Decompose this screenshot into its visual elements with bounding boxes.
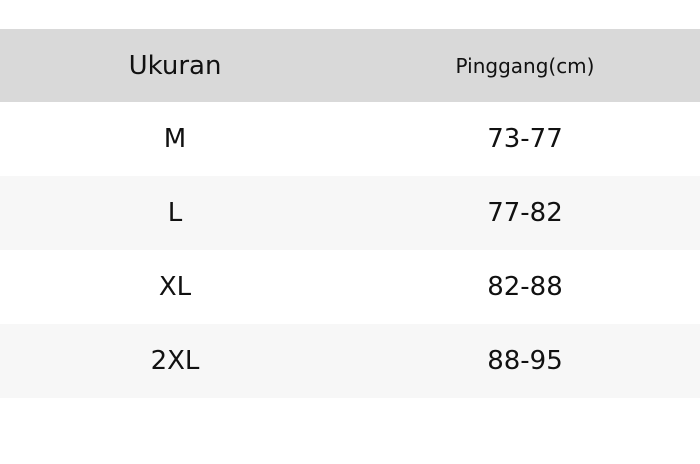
table-cell: L	[167, 198, 183, 228]
table-row: XL 82-88	[0, 250, 700, 324]
header-row: Ukuran Pinggang(cm)	[0, 29, 700, 102]
table-cell: 73-77	[487, 124, 563, 154]
table-row: L 77-82	[0, 176, 700, 250]
table-row: M 73-77	[0, 102, 700, 176]
size-table: Ukuran Pinggang(cm) M 73-77 L 77-82 XL 82-88 2…	[0, 29, 700, 398]
table-cell: 88-95	[487, 346, 563, 376]
header-cell: Pinggang(cm)	[455, 53, 595, 78]
table-cell: 2XL	[150, 346, 200, 376]
table-row: 2XL 88-95	[0, 324, 700, 398]
table-cell: M	[163, 124, 187, 154]
table-cell: 82-88	[487, 272, 563, 302]
table-cell: XL	[158, 272, 192, 302]
header-cell: Ukuran	[128, 50, 222, 81]
table-cell: 77-82	[487, 198, 563, 228]
